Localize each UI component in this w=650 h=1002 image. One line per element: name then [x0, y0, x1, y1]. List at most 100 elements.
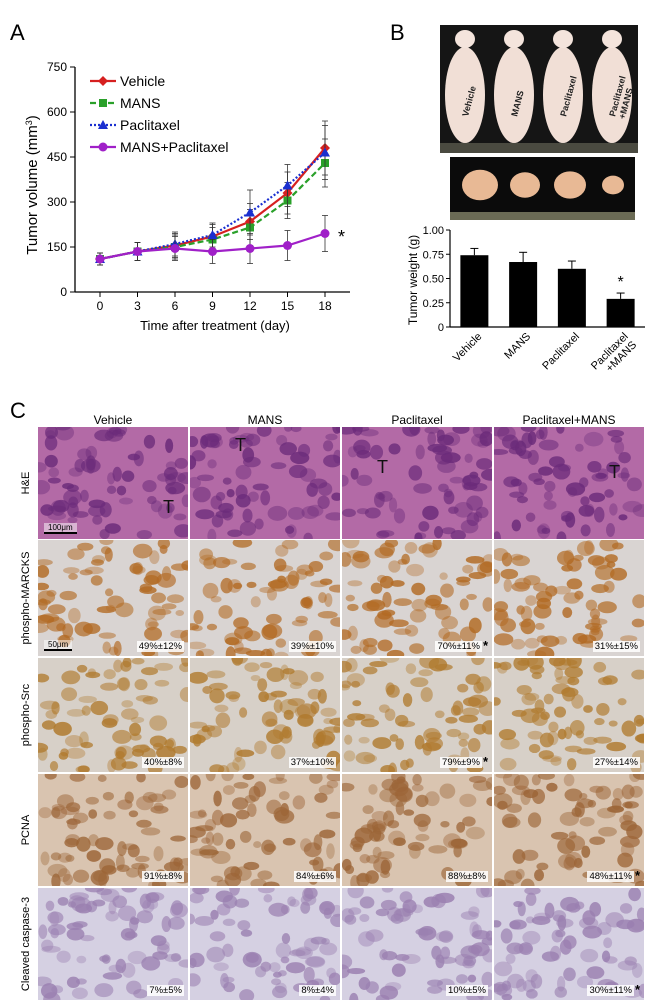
- cell: [512, 849, 526, 864]
- ihc-image-tile: [342, 427, 492, 539]
- cell: [206, 946, 226, 963]
- ihc-image-tile: [190, 888, 340, 1000]
- cell: [565, 512, 576, 528]
- cell: [381, 778, 399, 791]
- percentage-label: 31%±15%: [592, 641, 640, 652]
- cell: [229, 888, 240, 896]
- cell: [250, 878, 267, 886]
- cell: [414, 532, 423, 539]
- cell: [280, 956, 290, 964]
- cell: [254, 740, 267, 755]
- cell: [154, 662, 174, 671]
- cell: [580, 496, 590, 506]
- cell: [345, 594, 355, 602]
- cell: [190, 892, 204, 904]
- cell: [566, 758, 577, 771]
- cell: [418, 669, 433, 677]
- ihc-image-tile: [494, 888, 644, 1000]
- cell: [379, 658, 400, 663]
- cell: [369, 661, 388, 668]
- cell: [170, 952, 181, 962]
- cell: [467, 737, 481, 753]
- cell: [147, 605, 166, 621]
- cell: [518, 942, 533, 955]
- cell: [275, 638, 287, 648]
- cell: [342, 508, 356, 518]
- cell: [472, 780, 492, 792]
- cell: [143, 434, 156, 449]
- cell: [115, 958, 127, 974]
- cell: [190, 734, 206, 744]
- cell: [47, 924, 66, 936]
- cell: [180, 629, 188, 643]
- cell: [262, 881, 280, 886]
- cell: [58, 752, 69, 760]
- cell: [268, 962, 281, 973]
- cell: [507, 973, 525, 989]
- cell: [434, 663, 453, 671]
- cell: [147, 495, 157, 505]
- cell: [96, 888, 113, 896]
- cell: [88, 505, 106, 517]
- cell: [300, 901, 311, 914]
- cell: [145, 570, 162, 585]
- cell: [333, 449, 340, 464]
- cell: [557, 976, 566, 992]
- cell: [38, 807, 52, 819]
- cell: [174, 524, 188, 538]
- cell: [246, 581, 257, 589]
- cell: [359, 853, 371, 864]
- cell: [326, 843, 335, 859]
- cell: [261, 624, 278, 640]
- cell: [281, 540, 299, 550]
- cell: [586, 966, 605, 980]
- cell: [468, 906, 480, 917]
- cell: [539, 732, 555, 748]
- cell: [319, 551, 334, 561]
- cell: [105, 588, 114, 597]
- line-chart-y-axis-label: Tumor volume (mm3): [24, 115, 41, 254]
- cell: [525, 595, 537, 606]
- legend-label: MANS+Paclitaxel: [120, 139, 229, 155]
- cell: [439, 572, 448, 580]
- cell: [328, 584, 340, 593]
- cell: [210, 875, 224, 883]
- cell: [205, 831, 215, 846]
- cell: [103, 669, 116, 680]
- cell: [473, 723, 487, 735]
- cell: [593, 736, 612, 744]
- cell: [120, 928, 136, 941]
- cell: [604, 956, 618, 964]
- cell: [147, 793, 167, 803]
- cell: [127, 844, 140, 858]
- cell: [161, 916, 172, 933]
- bar-y-tick-label: 0.25: [423, 298, 444, 310]
- cell: [235, 809, 250, 820]
- cell: [107, 759, 117, 772]
- cell: [554, 986, 567, 998]
- cell: [352, 843, 363, 853]
- cell: [81, 705, 91, 716]
- cell: [274, 809, 295, 824]
- cell: [533, 582, 548, 592]
- cell: [79, 731, 89, 748]
- cell: [239, 830, 252, 843]
- cell: [231, 658, 248, 664]
- cell: [90, 575, 103, 586]
- cell: [257, 678, 268, 692]
- cell: [624, 956, 637, 966]
- cell: [278, 970, 287, 977]
- ihc-image-tile: [342, 658, 492, 772]
- cell: [38, 924, 48, 940]
- cell: [548, 721, 559, 733]
- cell: [565, 835, 586, 852]
- panel-label-c: C: [10, 398, 26, 423]
- data-point: [245, 207, 255, 217]
- cell: [597, 677, 613, 686]
- cell: [132, 543, 153, 559]
- cell: [372, 737, 392, 750]
- cell: [511, 638, 526, 650]
- cell: [195, 509, 215, 520]
- cell: [80, 458, 101, 473]
- x-tick-label: 18: [318, 299, 332, 313]
